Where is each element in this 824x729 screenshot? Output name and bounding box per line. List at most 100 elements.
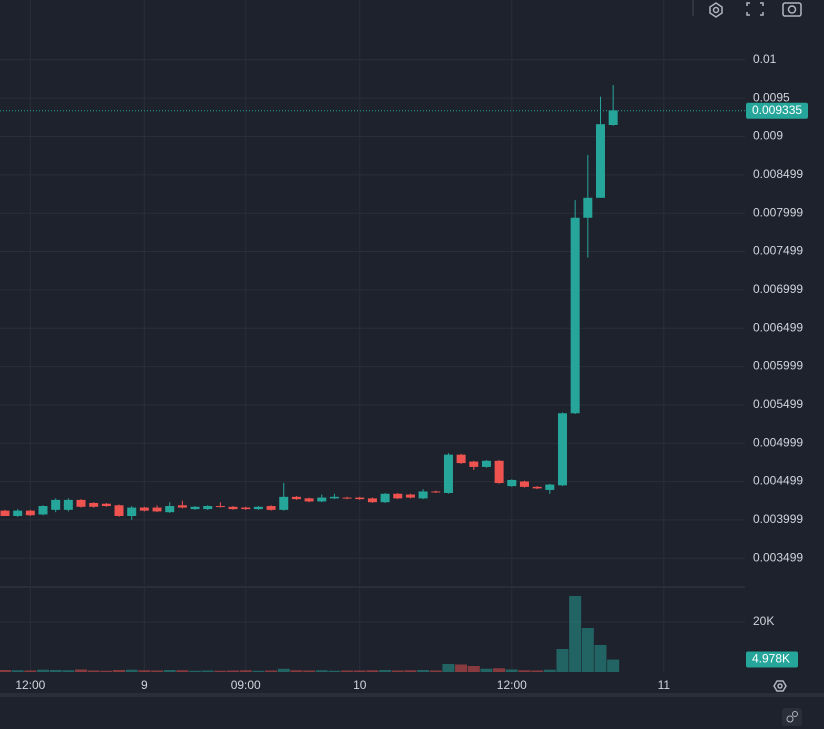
last-volume-box bbox=[746, 651, 798, 668]
volume-bar bbox=[493, 668, 506, 672]
volume-bar bbox=[366, 670, 379, 672]
candle-body bbox=[228, 506, 238, 510]
grid bbox=[0, 0, 745, 672]
volume-bar bbox=[151, 670, 164, 672]
x-tick-label: 10 bbox=[353, 678, 367, 692]
volume-bar bbox=[239, 670, 252, 672]
x-tick-label: 9 bbox=[141, 678, 148, 692]
candle-body bbox=[532, 486, 542, 489]
volume-bar bbox=[417, 670, 430, 672]
candle-body bbox=[494, 460, 504, 484]
settings-icon[interactable] bbox=[709, 2, 723, 18]
y-tick-label: 0.006999 bbox=[753, 282, 803, 296]
last-volume-label: 4.978K bbox=[752, 652, 790, 666]
candle-body bbox=[481, 460, 491, 467]
volume-bar bbox=[290, 670, 303, 672]
candle-body bbox=[152, 507, 162, 512]
volume-bar bbox=[607, 659, 620, 672]
candle-body bbox=[253, 506, 263, 510]
candle-body bbox=[190, 506, 200, 510]
candle-body bbox=[405, 494, 415, 498]
candle-body bbox=[570, 217, 580, 414]
volume-bar bbox=[49, 670, 62, 672]
y-tick-label: 0.007499 bbox=[753, 244, 803, 258]
volume-bar bbox=[455, 664, 468, 672]
candle-body bbox=[76, 499, 86, 507]
y-tick-label: 0.003999 bbox=[753, 512, 803, 526]
volume-bar bbox=[315, 670, 328, 672]
volume-bar bbox=[543, 669, 556, 672]
candle-body bbox=[355, 497, 365, 500]
volume-bar bbox=[75, 669, 88, 672]
candle-body bbox=[0, 510, 10, 516]
candle-body bbox=[241, 507, 251, 510]
candle-body bbox=[469, 461, 479, 467]
candle-body bbox=[418, 491, 428, 499]
volume-bar bbox=[467, 666, 480, 672]
volume-bar bbox=[505, 669, 518, 672]
volume-bar bbox=[277, 668, 290, 672]
screenshot-icon-lens bbox=[787, 5, 797, 14]
volume-tick-label: 20K bbox=[753, 614, 774, 628]
y-tick-label: 0.008499 bbox=[753, 167, 803, 181]
last-price-label: 0.009335 bbox=[752, 103, 802, 117]
indicator-icon bbox=[792, 711, 798, 717]
candle-body bbox=[342, 497, 352, 499]
volume-bar bbox=[24, 670, 37, 672]
candle-body bbox=[51, 499, 61, 510]
candle-body bbox=[304, 498, 314, 502]
candle-body bbox=[431, 491, 441, 493]
volume-bar bbox=[176, 670, 189, 672]
volume-bar bbox=[480, 668, 493, 672]
axis-settings-center bbox=[777, 683, 783, 689]
volume-bar bbox=[100, 670, 113, 672]
volume-bar bbox=[125, 669, 138, 672]
volume-bar bbox=[569, 596, 582, 672]
volume-bar bbox=[87, 670, 100, 672]
candle-body bbox=[583, 197, 593, 218]
y-tick-label: 0.007999 bbox=[753, 205, 803, 219]
fullscreen-icon[interactable] bbox=[746, 2, 764, 16]
volume-bar bbox=[11, 670, 24, 672]
volume-bar bbox=[163, 670, 176, 672]
candle-body bbox=[329, 496, 339, 499]
candle-body bbox=[114, 505, 124, 516]
candle-body bbox=[519, 481, 529, 487]
indicator-icon bbox=[786, 715, 794, 723]
volume-bar bbox=[37, 669, 50, 672]
volume-bar bbox=[189, 670, 202, 672]
candle-body bbox=[608, 110, 618, 125]
candle-body bbox=[380, 493, 390, 503]
candle-body bbox=[203, 506, 213, 510]
y-tick-label: 0.0095 bbox=[753, 90, 790, 104]
volume-bar bbox=[265, 670, 278, 672]
candle-body bbox=[25, 510, 35, 516]
candle-body bbox=[215, 506, 225, 508]
y-tick-label: 0.004499 bbox=[753, 474, 803, 488]
volume-bar bbox=[379, 670, 392, 672]
volume-bar bbox=[0, 670, 11, 672]
screenshot-icon[interactable] bbox=[782, 2, 802, 17]
volume-bar bbox=[138, 670, 151, 672]
candle-body bbox=[63, 499, 73, 510]
candle-body bbox=[456, 454, 466, 464]
candle-body bbox=[393, 493, 403, 499]
volume-bar bbox=[556, 649, 569, 672]
volume-bar bbox=[442, 664, 455, 672]
y-tick-label: 0.005999 bbox=[753, 359, 803, 373]
candle-body bbox=[139, 507, 149, 511]
y-tick-label: 0.01 bbox=[753, 52, 777, 66]
volume-bar bbox=[404, 670, 417, 672]
volume-bar bbox=[531, 670, 544, 672]
y-tick-label: 0.009 bbox=[753, 129, 783, 143]
bottom-separator bbox=[0, 693, 824, 697]
volume-bar bbox=[62, 670, 75, 672]
candle-body bbox=[38, 506, 48, 515]
volume-bar bbox=[328, 670, 341, 672]
axis-settings-icon[interactable] bbox=[773, 680, 787, 692]
candle-body bbox=[545, 484, 555, 490]
volume-bar bbox=[429, 670, 442, 672]
toolbar-icons[interactable] bbox=[709, 2, 802, 692]
